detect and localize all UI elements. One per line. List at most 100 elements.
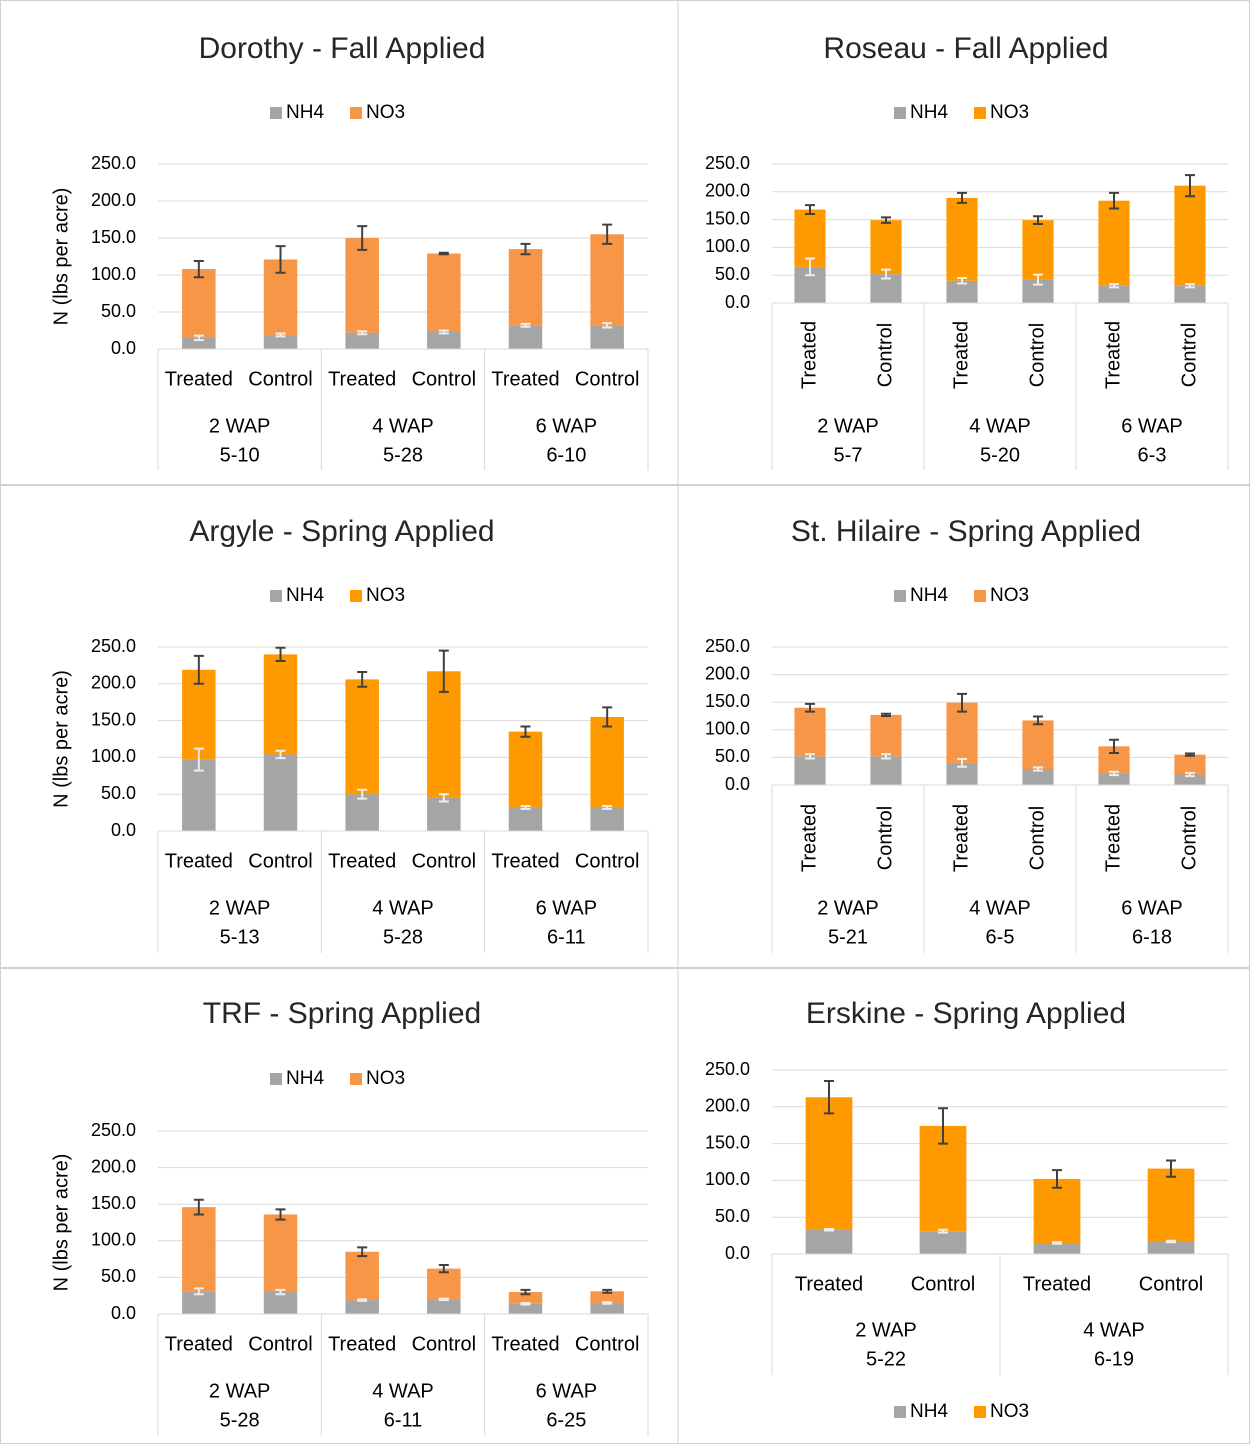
bar-segment	[1033, 1178, 1081, 1243]
x-tick-label: Control	[1026, 806, 1048, 870]
group-date: 5-21	[828, 926, 868, 948]
error-bar	[438, 329, 449, 335]
y-tick-label: 150.0	[705, 208, 750, 228]
error-bar	[805, 702, 815, 713]
x-tick-label: Control	[248, 368, 312, 390]
y-tick-label: 200.0	[91, 1156, 136, 1176]
legend-label: NH4	[910, 102, 948, 123]
bar-segment	[1174, 285, 1206, 303]
x-tick-label: Control	[412, 1333, 476, 1355]
y-axis-label: N (lbs per acre)	[50, 1154, 72, 1292]
error-bar	[275, 1208, 286, 1221]
bar-segment	[263, 1214, 298, 1293]
error-bar	[193, 259, 204, 279]
error-bar	[275, 1288, 286, 1296]
legend-swatch	[974, 107, 986, 119]
error-bar	[438, 1263, 449, 1274]
group-date: 5-28	[220, 1409, 260, 1431]
y-tick-label: 150.0	[91, 227, 136, 247]
error-bar	[805, 753, 815, 760]
error-bar	[957, 758, 967, 768]
group-date: 6-3	[1138, 444, 1167, 466]
group-date: 5-10	[220, 444, 260, 466]
group-label: 2 WAP	[209, 897, 271, 919]
y-tick-label: 100.0	[91, 1230, 136, 1250]
x-tick-label: Control	[1178, 806, 1200, 870]
error-bar	[1109, 191, 1119, 210]
legend-label: NH4	[910, 1401, 948, 1422]
bar-segment	[508, 1292, 543, 1304]
group-date: 5-20	[980, 444, 1020, 466]
bar-segment	[794, 707, 826, 757]
y-tick-label: 200.0	[705, 1096, 750, 1116]
y-tick-label: 150.0	[91, 709, 136, 729]
y-tick-label: 250.0	[705, 636, 750, 656]
bar-segment	[427, 253, 461, 332]
bar-segment	[427, 1268, 461, 1300]
error-bar	[957, 191, 967, 204]
x-tick-label: Treated	[165, 1333, 233, 1355]
bar-segment	[946, 762, 978, 785]
bar-segment	[508, 1303, 543, 1314]
chart-title: St. Hilaire - Spring Applied	[791, 515, 1141, 548]
y-tick-label: 0.0	[725, 1243, 750, 1263]
legend-swatch	[270, 1073, 282, 1085]
legend-label: NH4	[910, 585, 948, 606]
bar-segment	[345, 1300, 379, 1314]
bar-segment	[1098, 773, 1130, 785]
x-tick-label: Treated	[798, 804, 820, 872]
error-bar	[602, 1288, 613, 1294]
x-tick-label: Control	[874, 323, 896, 387]
legend-swatch	[894, 107, 906, 119]
error-bar	[275, 245, 286, 274]
chart-title: Roseau - Fall Applied	[823, 32, 1108, 65]
x-tick-label: Treated	[165, 368, 233, 390]
chart-title: Erskine - Spring Applied	[806, 997, 1126, 1030]
error-bar	[275, 646, 286, 662]
bar-segment	[182, 1291, 216, 1314]
y-tick-label: 100.0	[705, 719, 750, 739]
bar-segment	[427, 1299, 461, 1314]
x-tick-label: Control	[248, 1333, 312, 1355]
error-bar	[824, 1227, 834, 1232]
group-label: 4 WAP	[372, 897, 434, 919]
group-date: 6-11	[384, 1409, 423, 1431]
y-tick-label: 200.0	[705, 181, 750, 201]
error-bar	[520, 804, 531, 810]
error-bar	[438, 251, 449, 256]
bar-segment	[870, 220, 902, 275]
error-bar	[1185, 752, 1195, 757]
y-tick-label: 0.0	[111, 1303, 136, 1323]
legend-swatch	[270, 107, 282, 119]
bar-segment	[182, 1207, 216, 1292]
group-label: 6 WAP	[1121, 897, 1183, 919]
y-tick-label: 250.0	[705, 153, 750, 173]
bar-segment	[1022, 279, 1054, 303]
error-bar	[957, 276, 967, 285]
bar-segment	[1174, 185, 1206, 286]
error-bar	[1109, 738, 1119, 754]
y-tick-label: 100.0	[705, 1169, 750, 1189]
error-bar	[520, 242, 531, 256]
y-tick-label: 50.0	[101, 783, 136, 803]
legend-swatch	[974, 1406, 986, 1418]
bar-segment	[1022, 720, 1054, 769]
error-bar	[1052, 1241, 1062, 1245]
group-label: 4 WAP	[372, 1380, 434, 1402]
y-tick-label: 250.0	[91, 1120, 136, 1140]
y-tick-label: 250.0	[705, 1059, 750, 1079]
bar-segment	[590, 234, 624, 326]
error-bar	[957, 692, 967, 713]
x-tick-label: Treated	[1102, 804, 1124, 872]
error-bar	[193, 1198, 204, 1216]
bar-segment	[345, 794, 379, 831]
error-bar	[1033, 273, 1043, 286]
error-bar	[193, 654, 204, 685]
group-date: 5-22	[866, 1348, 906, 1370]
bar-segment	[1147, 1168, 1195, 1242]
group-label: 4 WAP	[372, 415, 434, 437]
legend-label: NO3	[366, 102, 405, 123]
x-tick-label: Treated	[491, 368, 559, 390]
x-tick-label: Control	[248, 850, 312, 872]
error-bar	[938, 1228, 948, 1234]
